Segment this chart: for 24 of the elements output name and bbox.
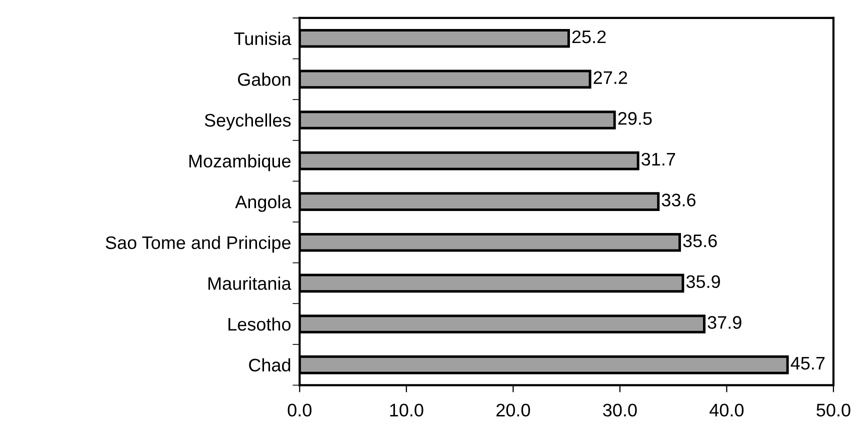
- data-label: 25.2: [572, 30, 606, 44]
- x-tick-label: 20.0: [496, 404, 530, 417]
- x-tick-label: 0.0: [288, 404, 312, 417]
- y-tick-label: Gabon: [238, 72, 290, 86]
- data-label: 35.6: [683, 234, 717, 248]
- y-tick-label: Mozambique: [189, 154, 290, 172]
- x-tick-label: 50.0: [816, 404, 850, 417]
- data-label: 31.7: [642, 152, 676, 166]
- y-tick-label: Lesotho: [228, 317, 291, 331]
- x-tick-label: 40.0: [710, 404, 744, 417]
- data-label: 27.2: [594, 71, 628, 84]
- y-tick-label: Mauritania: [208, 276, 292, 290]
- y-tick-label: Chad: [249, 358, 290, 372]
- data-label: 33.6: [662, 194, 696, 206]
- data-label: 45.7: [790, 357, 825, 370]
- x-tick-label: 10.0: [390, 404, 424, 417]
- y-tick-label: Sao Tome and Principe: [106, 236, 291, 253]
- y-tick-label: Seychelles: [204, 113, 291, 130]
- y-tick-label: Angola: [235, 195, 292, 212]
- data-label: 29.5: [618, 112, 652, 125]
- y-tick-label: Tunisia: [234, 32, 292, 46]
- data-label: 37.9: [708, 316, 742, 329]
- data-label: 35.9: [686, 275, 720, 288]
- x-tick-label: 30.0: [603, 404, 637, 417]
